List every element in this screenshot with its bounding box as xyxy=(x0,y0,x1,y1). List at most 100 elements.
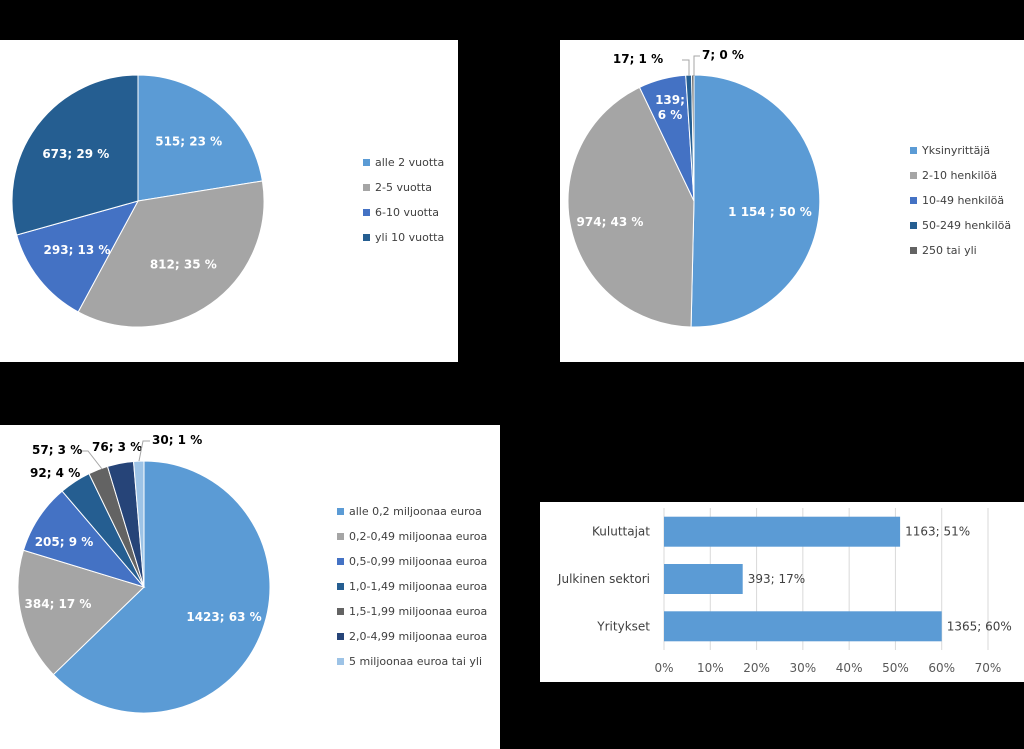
x-tick-label: 40% xyxy=(836,661,863,675)
legend-item-6-10-vuotta: 6-10 vuotta xyxy=(363,200,444,225)
data-label-yritykset: 1365; 60% xyxy=(947,619,1012,633)
x-tick-label: 0% xyxy=(654,661,673,675)
legend-swatch xyxy=(337,608,344,615)
data-label-0-2-0-49-miljoonaa-euroa: 384; 17 % xyxy=(25,597,92,611)
legend-swatch xyxy=(337,533,344,540)
legend-item-1-5-1-99-miljoonaa-euroa: 1,5-1,99 miljoonaa euroa xyxy=(337,599,487,624)
legend-label: 250 tai yli xyxy=(922,244,977,257)
legend-swatch xyxy=(337,583,344,590)
pie-chart-turnover: 1423; 63 % 384; 17 % 205; 9 % 92; 4 % 57; 3 … xyxy=(17,433,271,714)
legend-item-0-5-0-99-miljoonaa-euroa: 0,5-0,99 miljoonaa euroa xyxy=(337,549,487,574)
legend-label: 6-10 vuotta xyxy=(375,206,440,219)
leader-line-1-5-1-99-miljoonaa-euroa xyxy=(81,450,103,470)
legend-label: yli 10 vuotta xyxy=(375,231,445,244)
data-label-alle-0-2-miljoonaa-euroa: 1423; 63 % xyxy=(186,610,261,624)
bar-yritykset xyxy=(664,611,942,642)
legend-label: 2-5 vuotta xyxy=(375,181,433,194)
legend-item-alle-0-2-miljoonaa-euroa: alle 0,2 miljoonaa euroa xyxy=(337,499,487,524)
legend-swatch xyxy=(363,234,370,241)
pie-slice-yksinyritt-j xyxy=(690,74,821,328)
data-label-1-0-1-49-miljoonaa-euroa: 92; 4 % xyxy=(30,466,80,480)
data-label-2-10-henkil: 974; 43 % xyxy=(577,215,644,229)
legend-item-2-10-henkil: 2-10 henkilöä xyxy=(910,163,1011,188)
pie-slice-6-10-vuotta xyxy=(16,200,139,313)
x-tick-label: 20% xyxy=(743,661,770,675)
category-label-yritykset: Yritykset xyxy=(596,619,650,633)
legend-item-2-0-4-99-miljoonaa-euroa: 2,0-4,99 miljoonaa euroa xyxy=(337,624,487,649)
legend-swatch xyxy=(910,197,917,204)
pie-slice-alle-2-vuotta xyxy=(137,74,263,202)
legend-swatch xyxy=(337,633,344,640)
legend-age: alle 2 vuotta 2-5 vuotta 6-10 vuotta yli 10… xyxy=(363,150,444,250)
legend-label: alle 2 vuotta xyxy=(375,156,445,169)
leader-line-50-249-henkil xyxy=(682,59,690,76)
legend-label: 10-49 henkilöä xyxy=(922,194,1005,207)
legend-item-1-0-1-49-miljoonaa-euroa: 1,0-1,49 miljoonaa euroa xyxy=(337,574,487,599)
legend-staff: Yksinyrittäjä 2-10 henkilöä 10-49 henkilöä… xyxy=(910,138,1011,263)
pie-slice-2-5-vuotta xyxy=(77,180,265,328)
legend-item-2-5-vuotta: 2-5 vuotta xyxy=(363,175,444,200)
data-label-julkinen-sektori: 393; 17% xyxy=(748,572,805,586)
category-label-julkinen-sektori: Julkinen sektori xyxy=(557,572,650,586)
legend-item-50-249-henkil: 50-249 henkilöä xyxy=(910,213,1011,238)
data-label-yli-10-vuotta: 673; 29 % xyxy=(42,147,109,161)
pie-slice-alle-0-2-miljoonaa-euroa xyxy=(52,460,271,714)
legend-swatch xyxy=(910,247,917,254)
legend-turnover: alle 0,2 miljoonaa euroa 0,2-0,49 miljoon… xyxy=(337,499,487,674)
category-label-kuluttajat: Kuluttajat xyxy=(592,525,650,539)
legend-item-10-49-henkil: 10-49 henkilöä xyxy=(910,188,1011,213)
x-tick-label: 10% xyxy=(697,661,724,675)
legend-label: 2,0-4,99 miljoonaa euroa xyxy=(349,630,488,643)
pie-slice-yli-10-vuotta xyxy=(11,74,139,236)
pie-chart-staff-panel: 1 154 ; 50 % 974; 43 % 139; 6 % 17; 1 % 7; 0 … xyxy=(560,40,1024,362)
bar-julkinen-sektori xyxy=(664,564,743,594)
bar-chart-customers: 0% 10% 20% 30% 40% 50% 60% 70% Kuluttajat 1163; 5… xyxy=(557,508,1012,675)
legend-label: 1,0-1,49 miljoonaa euroa xyxy=(349,580,488,593)
legend-label: 5 miljoonaa euroa tai yli xyxy=(349,655,483,668)
legend-swatch xyxy=(910,222,917,229)
legend-item-250-tai-yli: 250 tai yli xyxy=(910,238,1011,263)
legend-swatch xyxy=(363,159,370,166)
pie-slice-0-2-0-49-miljoonaa-euroa xyxy=(17,549,145,676)
legend-swatch xyxy=(363,184,370,191)
legend-label: Yksinyrittäjä xyxy=(922,144,991,157)
legend-swatch xyxy=(910,172,917,179)
data-label-10-49-henkil: 139; 6 % xyxy=(655,93,685,122)
legend-item-0-2-0-49-miljoonaa-euroa: 0,2-0,49 miljoonaa euroa xyxy=(337,524,487,549)
legend-item-alle-2-vuotta: alle 2 vuotta xyxy=(363,150,444,175)
legend-item-yksinyritt-j: Yksinyrittäjä xyxy=(910,138,1011,163)
data-label-2-5-vuotta: 812; 35 % xyxy=(150,258,217,272)
pie-slice-2-10-henkil xyxy=(567,86,695,328)
leader-line-250-tai-yli xyxy=(693,55,700,76)
pie-slice-5-miljoonaa-euroa-tai-yli xyxy=(133,460,145,588)
data-label-kuluttajat: 1163; 51% xyxy=(905,525,970,539)
data-label-250-tai-yli: 7; 0 % xyxy=(702,48,744,62)
data-label-alle-2-vuotta: 515; 23 % xyxy=(155,135,222,149)
bar-chart-customers-panel: 0% 10% 20% 30% 40% 50% 60% 70% Kuluttajat 1163; 5… xyxy=(540,502,1024,682)
pie-chart-age: 515; 23 % 812; 35 % 293; 13 % 673; 29 % xyxy=(11,74,265,328)
legend-label: 2-10 henkilöä xyxy=(922,169,998,182)
legend-label: 0,2-0,49 miljoonaa euroa xyxy=(349,530,488,543)
legend-label: 1,5-1,99 miljoonaa euroa xyxy=(349,605,488,618)
pie-chart-staff: 1 154 ; 50 % 974; 43 % 139; 6 % 17; 1 % 7; 0 … xyxy=(567,48,821,328)
data-label-2-0-4-99-miljoonaa-euroa: 76; 3 % xyxy=(92,440,142,454)
legend-label: alle 0,2 miljoonaa euroa xyxy=(349,505,482,518)
legend-swatch xyxy=(910,147,917,154)
data-label-0-5-0-99-miljoonaa-euroa: 205; 9 % xyxy=(35,535,94,549)
data-label-50-249-henkil: 17; 1 % xyxy=(613,52,663,66)
x-tick-label: 60% xyxy=(928,661,955,675)
legend-swatch xyxy=(337,508,344,515)
legend-swatch xyxy=(363,209,370,216)
x-tick-label: 70% xyxy=(975,661,1002,675)
legend-item-5-miljoonaa-euroa-tai-yli: 5 miljoonaa euroa tai yli xyxy=(337,649,487,674)
x-tick-label: 30% xyxy=(790,661,817,675)
pie-chart-turnover-panel: 1423; 63 % 384; 17 % 205; 9 % 92; 4 % 57; 3 … xyxy=(0,425,500,749)
data-label-6-10-vuotta: 293; 13 % xyxy=(44,243,111,257)
pie-chart-age-panel: 515; 23 % 812; 35 % 293; 13 % 673; 29 % all… xyxy=(0,40,458,362)
data-label-5-miljoonaa-euroa-tai-yli: 30; 1 % xyxy=(152,433,202,447)
x-tick-label: 50% xyxy=(882,661,909,675)
data-label-yksinyritt-j: 1 154 ; 50 % xyxy=(728,205,812,219)
legend-label: 0,5-0,99 miljoonaa euroa xyxy=(349,555,488,568)
legend-label: 50-249 henkilöä xyxy=(922,219,1012,232)
bar-kuluttajat xyxy=(664,516,901,547)
